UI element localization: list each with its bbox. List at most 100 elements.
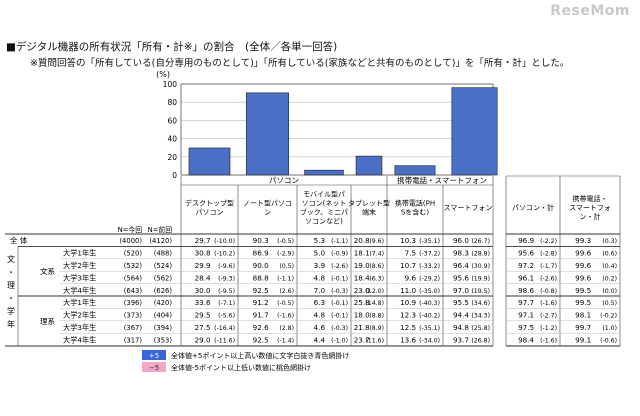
cell-value: 96.9 bbox=[518, 236, 534, 245]
n-now-label: N=今回 bbox=[118, 225, 143, 234]
n-prev-label: N=前回 bbox=[148, 225, 173, 234]
cell-value: 28.4 bbox=[195, 273, 211, 282]
n-prev-value: (4120) bbox=[149, 237, 172, 245]
cell-value: 4.8 bbox=[314, 311, 326, 320]
cell-diff: (8.9) bbox=[369, 325, 384, 332]
column-header: スマートフォ bbox=[569, 204, 611, 212]
bar bbox=[451, 87, 498, 176]
cell-diff: (14.8) bbox=[365, 300, 384, 307]
cell-diff: (-40.2) bbox=[419, 313, 440, 320]
resemom-logo: ReseMom bbox=[550, 3, 630, 19]
cell-diff: (-37.2) bbox=[419, 251, 440, 258]
cell-diff: (-2.2) bbox=[540, 238, 557, 245]
cell-value: 20.8 bbox=[354, 236, 370, 245]
cell-diff: (-1.6) bbox=[277, 313, 294, 320]
cell-value: 6.3 bbox=[314, 298, 325, 307]
cell-diff: (-1.1) bbox=[277, 275, 294, 282]
chart-title: ■デジタル機器の所有状況「所有・計※」の割合 (全体／各単一回答) bbox=[6, 41, 338, 53]
cell-diff: (2.6) bbox=[279, 288, 294, 295]
n-prev-value: (524) bbox=[154, 262, 173, 270]
cell-diff: (-2.7) bbox=[540, 313, 557, 320]
column-header: ノート型パソコ bbox=[243, 199, 292, 208]
cell-diff: (-0.3) bbox=[331, 288, 348, 295]
cell-value: 99.3 bbox=[575, 236, 591, 245]
cell-diff: (12.0) bbox=[365, 288, 384, 295]
column-header: ン・計 bbox=[580, 212, 601, 221]
row-label: 大学1年生 bbox=[63, 249, 96, 258]
cell-value: 4.4 bbox=[314, 335, 326, 344]
cell-value: 91.7 bbox=[253, 311, 269, 320]
cell-diff: (-0.6) bbox=[600, 337, 617, 344]
column-header: ブック、ミニパ bbox=[300, 208, 348, 217]
bar bbox=[304, 169, 344, 176]
cell-diff: (9.6) bbox=[369, 238, 384, 245]
cell-value: 23.7 bbox=[354, 335, 370, 344]
y-tick-label: 40 bbox=[167, 135, 177, 144]
cell-diff: (-2.9) bbox=[277, 251, 294, 258]
cell-diff: (-2.6) bbox=[331, 263, 348, 270]
cell-diff: (-29.2) bbox=[419, 275, 440, 282]
y-tick-label: 0 bbox=[172, 171, 177, 180]
cell-value: 96.0 bbox=[453, 236, 469, 245]
bar bbox=[394, 165, 436, 176]
cell-diff: (6.3) bbox=[369, 275, 384, 282]
cell-diff: (-0.5) bbox=[277, 238, 294, 245]
row-label: 大学2年生 bbox=[63, 311, 96, 320]
row-label: 大学4年生 bbox=[63, 335, 96, 344]
cell-diff: (-1.6) bbox=[540, 300, 557, 307]
cell-diff: (0.0) bbox=[602, 288, 617, 295]
cell-diff: (28.8) bbox=[471, 251, 490, 258]
cell-value: 90.3 bbox=[253, 236, 269, 245]
cell-value: 94.4 bbox=[453, 311, 469, 320]
row-label: 全 体 bbox=[10, 235, 28, 245]
column-header: 端末 bbox=[362, 208, 376, 217]
cell-value: 93.7 bbox=[453, 335, 469, 344]
cell-diff: (-11.6) bbox=[214, 337, 235, 344]
cell-value: 25.8 bbox=[354, 298, 370, 307]
cell-value: 97.7 bbox=[518, 298, 534, 307]
cell-diff: (8.8) bbox=[369, 313, 384, 320]
cell-value: 5.3 bbox=[314, 236, 325, 245]
bar bbox=[245, 92, 290, 176]
cell-value: 96.4 bbox=[453, 261, 469, 270]
cell-diff: (-0.8) bbox=[540, 288, 557, 295]
legend-text: 全体値+5ポイント以上高い数値に文字白抜き青色網掛け bbox=[171, 351, 349, 360]
cell-value: 18.1 bbox=[354, 249, 370, 258]
cell-value: 99.1 bbox=[575, 335, 591, 344]
column-header: スマートフォン bbox=[444, 204, 493, 212]
cell-value: 95.5 bbox=[453, 298, 469, 307]
cell-diff: (19.9) bbox=[471, 275, 490, 282]
n-prev-value: (488) bbox=[154, 250, 173, 258]
group-label: 携帯電話・スマートフォン bbox=[397, 175, 487, 185]
cell-diff: (0.5) bbox=[279, 263, 294, 270]
cell-diff: (-9.6) bbox=[218, 263, 235, 270]
cell-value: 99.6 bbox=[575, 261, 591, 270]
cell-value: 92.6 bbox=[253, 323, 269, 332]
cell-diff: (0.4) bbox=[602, 263, 617, 270]
cell-diff: (-10.2) bbox=[214, 251, 235, 258]
column-header: ソコンなど) bbox=[305, 218, 343, 226]
row-label: 大学2年生 bbox=[63, 261, 96, 270]
cell-value: 98.6 bbox=[518, 286, 534, 295]
cell-value: 23.0 bbox=[354, 286, 370, 295]
n-now-value: (564) bbox=[124, 274, 143, 282]
cell-diff: (34.6) bbox=[471, 300, 490, 307]
cell-value: 4.6 bbox=[314, 323, 326, 332]
row-label: 大学3年生 bbox=[63, 273, 96, 282]
cell-diff: (-9.3) bbox=[218, 275, 235, 282]
cell-diff: (-35.1) bbox=[419, 325, 440, 332]
cell-diff: (-0.1) bbox=[331, 300, 348, 307]
cell-diff: (-5.6) bbox=[218, 313, 235, 320]
column-header: パソコン bbox=[196, 209, 224, 217]
cell-value: 98.1 bbox=[575, 311, 591, 320]
column-header: 携帯電話・ bbox=[573, 194, 608, 203]
cell-value: 98.4 bbox=[518, 335, 534, 344]
cell-value: 29.7 bbox=[195, 236, 211, 245]
cell-diff: (-0.3) bbox=[331, 325, 348, 332]
legend-mark: −5 bbox=[149, 364, 159, 372]
bar bbox=[355, 155, 383, 176]
side-label-char: 年 bbox=[7, 319, 15, 329]
cell-value: 11.0 bbox=[400, 286, 416, 295]
cell-diff: (-1.1) bbox=[331, 238, 348, 245]
